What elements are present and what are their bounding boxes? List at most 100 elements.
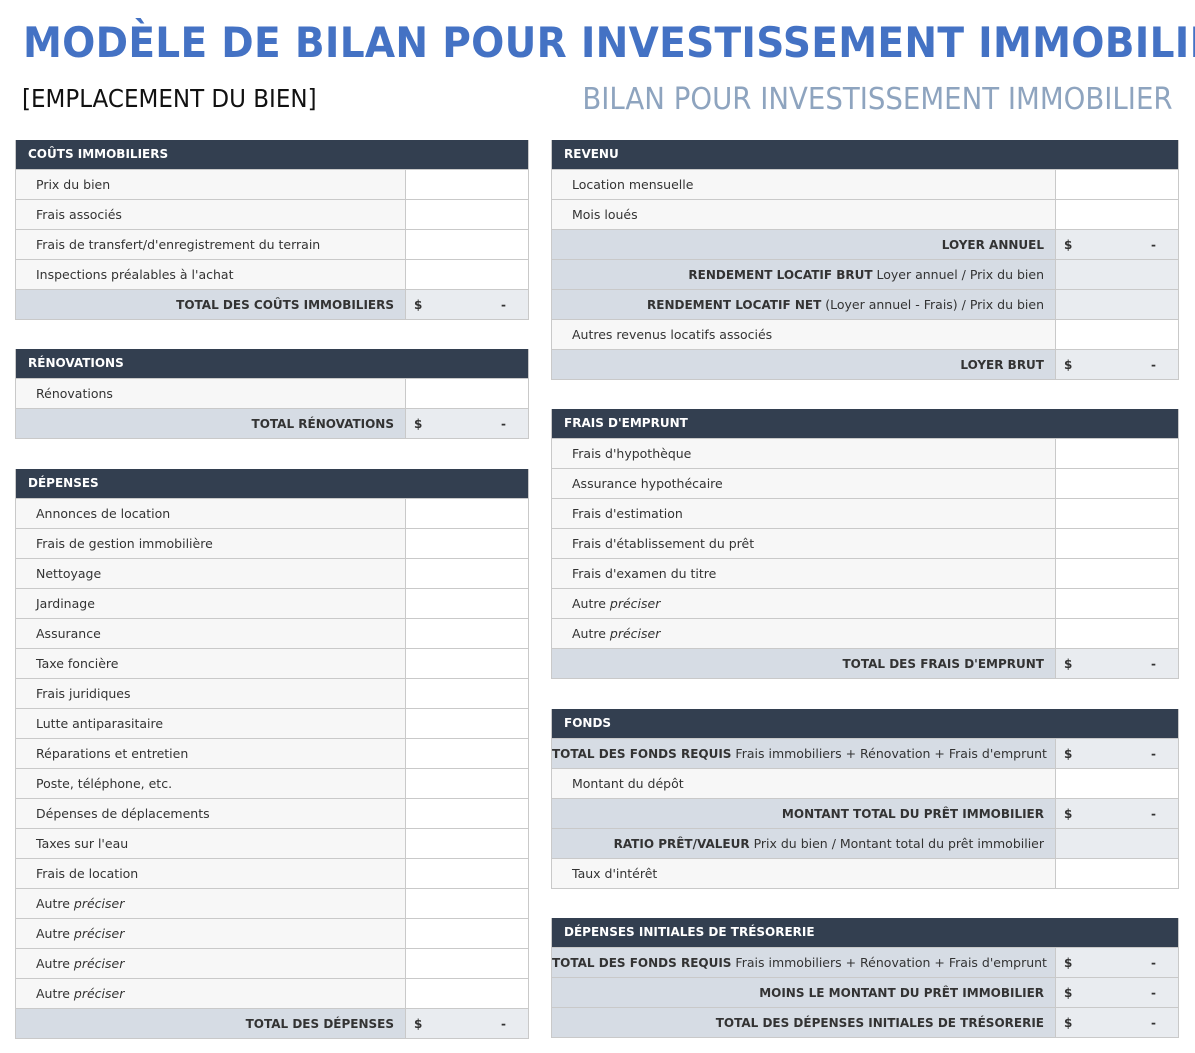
row-label: Réparations et entretien	[16, 739, 406, 768]
row-label: TOTAL DES DÉPENSES	[16, 1009, 406, 1038]
total-row: TOTAL RÉNOVATIONS $ -	[16, 408, 528, 438]
row-label-text: Dépenses de déplacements	[36, 806, 210, 821]
value-input-cell[interactable]	[406, 889, 528, 918]
row-label: MONTANT TOTAL DU PRÊT IMMOBILIER	[552, 799, 1056, 828]
row-label-hint: préciser	[609, 626, 661, 641]
row-label: Frais d'estimation	[552, 499, 1056, 528]
value-input-cell[interactable]	[1056, 170, 1178, 199]
value-input-cell[interactable]	[406, 859, 528, 888]
row-label-text: Frais d'hypothèque	[572, 446, 692, 461]
row-label: Location mensuelle	[552, 170, 1056, 199]
value-input-cell[interactable]	[406, 769, 528, 798]
value-input-cell[interactable]	[406, 559, 528, 588]
value-input-cell[interactable]	[406, 260, 528, 289]
value-input-cell[interactable]	[406, 739, 528, 768]
value-input-cell[interactable]	[406, 230, 528, 259]
input-row: Autre préciser	[552, 588, 1178, 618]
value-input-cell[interactable]	[406, 679, 528, 708]
value-input-cell[interactable]	[1056, 589, 1178, 618]
row-label-text: Poste, téléphone, etc.	[36, 776, 173, 791]
row-label: Autre préciser	[16, 919, 406, 948]
row-label: Autre préciser	[552, 589, 1056, 618]
row-label-text: Autre	[36, 896, 74, 911]
row-label: Annonces de location	[16, 499, 406, 528]
total-row: TOTAL DES DÉPENSES $ -	[16, 1008, 528, 1038]
value-input-cell[interactable]	[1056, 769, 1178, 798]
row-label-text: Frais de location	[36, 866, 139, 881]
value-input-cell[interactable]	[1056, 439, 1178, 468]
input-row: Inspections préalables à l'achat	[16, 259, 528, 289]
row-label-text: Frais d'examen du titre	[572, 566, 717, 581]
row-label-hint: préciser	[609, 596, 661, 611]
value-input-cell[interactable]	[406, 979, 528, 1008]
row-label-bold: TOTAL DES FONDS REQUIS	[552, 747, 732, 761]
row-label-text: Frais immobiliers + Rénovation + Frais d…	[731, 955, 1047, 970]
row-label-text: Frais d'établissement du prêt	[572, 536, 755, 551]
total-row: TOTAL DES COÛTS IMMOBILIERS $ -	[16, 289, 528, 319]
value-cell: $ -	[1056, 948, 1178, 977]
value-input-cell[interactable]	[406, 829, 528, 858]
input-row: Rénovations	[16, 378, 528, 408]
section-revenu: REVENU Location mensuelle Mois loués LOYER …	[551, 140, 1179, 380]
value-input-cell[interactable]	[406, 799, 528, 828]
row-label: Frais de location	[16, 859, 406, 888]
value-input-cell[interactable]	[406, 649, 528, 678]
value-input-cell[interactable]	[406, 529, 528, 558]
value-input-cell[interactable]	[406, 589, 528, 618]
row-label-bold: RENDEMENT LOCATIF NET	[647, 298, 822, 312]
value-input-cell[interactable]	[406, 709, 528, 738]
value-input-cell[interactable]	[1056, 200, 1178, 229]
input-row: Annonces de location	[16, 498, 528, 528]
value-input-cell[interactable]	[1056, 529, 1178, 558]
value-input-cell[interactable]	[406, 170, 528, 199]
property-location[interactable]: [EMPLACEMENT DU BIEN]	[22, 84, 317, 113]
amount-value: -	[1151, 357, 1156, 372]
row-label: TOTAL DES FRAIS D'EMPRUNT	[552, 649, 1056, 678]
row-label-text: Taux d'intérêt	[572, 866, 658, 881]
row-label-text: Frais juridiques	[36, 686, 131, 701]
input-row: Montant du dépôt	[552, 768, 1178, 798]
section-frais-d-emprunt: FRAIS D'EMPRUNT Frais d'hypothèque Assuran…	[551, 409, 1179, 679]
page-title: MODÈLE DE BILAN POUR INVESTISSEMENT IMMO…	[23, 18, 1195, 67]
input-row: Assurance	[16, 618, 528, 648]
row-label-text: Taxes sur l'eau	[36, 836, 129, 851]
value-input-cell[interactable]	[406, 499, 528, 528]
value-input-cell[interactable]	[1056, 320, 1178, 349]
row-label-text: Réparations et entretien	[36, 746, 189, 761]
input-row: Frais de transfert/d'enregistrement du t…	[16, 229, 528, 259]
value-input-cell[interactable]	[406, 949, 528, 978]
input-row: Location mensuelle	[552, 169, 1178, 199]
row-label: MOINS LE MONTANT DU PRÊT IMMOBILIER	[552, 978, 1056, 1007]
row-label-text: Autre	[36, 986, 74, 1001]
value-input-cell[interactable]	[1056, 469, 1178, 498]
row-label-text: (Loyer annuel - Frais) / Prix du bien	[821, 297, 1044, 312]
row-label: TOTAL DES DÉPENSES INITIALES DE TRÉSORER…	[552, 1008, 1056, 1037]
row-label: Jardinage	[16, 589, 406, 618]
row-label: Frais d'établissement du prêt	[552, 529, 1056, 558]
row-label-bold: MOINS LE MONTANT DU PRÊT IMMOBILIER	[759, 986, 1044, 1000]
row-label-text: Taxe foncière	[36, 656, 119, 671]
value-input-cell[interactable]	[1056, 499, 1178, 528]
amount-value: -	[501, 1016, 506, 1031]
input-row: Frais d'estimation	[552, 498, 1178, 528]
value-input-cell[interactable]	[406, 619, 528, 648]
calculated-row: TOTAL DES FONDS REQUIS Frais immobiliers…	[552, 738, 1178, 768]
input-row: Autre préciser	[552, 618, 1178, 648]
section-depenses-initiales-de-tresorerie: DÉPENSES INITIALES DE TRÉSORERIE TOTAL DE…	[551, 918, 1179, 1038]
value-cell: $ -	[1056, 1008, 1178, 1037]
value-input-cell[interactable]	[1056, 619, 1178, 648]
value-input-cell[interactable]	[406, 379, 528, 408]
row-label: Autre préciser	[16, 949, 406, 978]
value-input-cell[interactable]	[1056, 859, 1178, 888]
value-input-cell[interactable]	[406, 919, 528, 948]
input-row: Frais d'examen du titre	[552, 558, 1178, 588]
row-label-text: Inspections préalables à l'achat	[36, 267, 234, 282]
row-label-hint: préciser	[73, 896, 125, 911]
row-label: Frais associés	[16, 200, 406, 229]
row-label: Rénovations	[16, 379, 406, 408]
row-label: Dépenses de déplacements	[16, 799, 406, 828]
value-input-cell[interactable]	[406, 200, 528, 229]
row-label-text: Loyer annuel / Prix du bien	[872, 267, 1045, 282]
value-input-cell[interactable]	[1056, 559, 1178, 588]
row-label-bold: RATIO PRÊT/VALEUR	[613, 837, 750, 851]
